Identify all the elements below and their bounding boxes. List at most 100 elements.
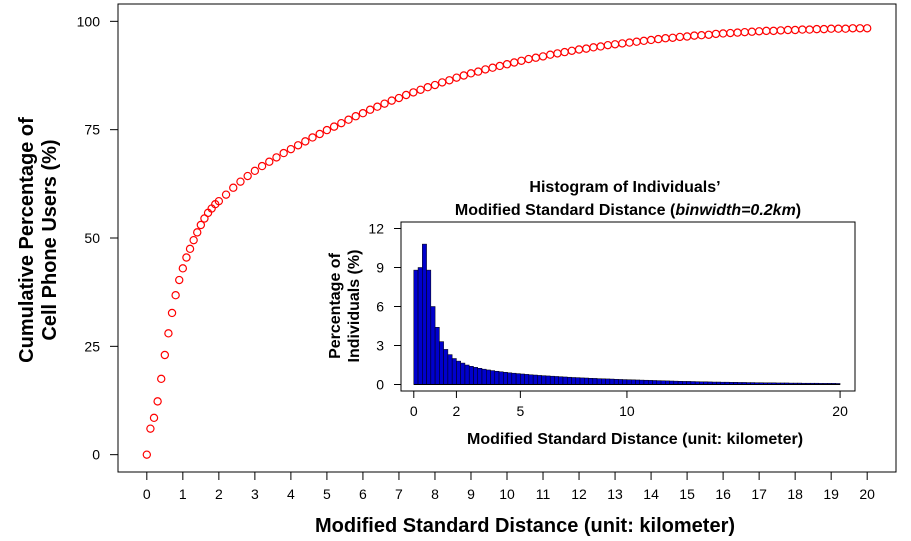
main-y-axis-title: Cumulative Percentage of Cell Phone User… [16, 117, 61, 363]
histogram-bar [652, 380, 658, 385]
main-y-axis-title-line1: Cumulative Percentage of [16, 117, 38, 363]
histogram-bar [477, 368, 483, 385]
data-point [473, 67, 483, 76]
data-point [790, 25, 800, 35]
histogram-bar [643, 379, 649, 385]
data-point [740, 27, 749, 37]
histogram-bar [635, 379, 640, 385]
data-point [466, 69, 476, 78]
data-point [697, 31, 706, 40]
data-point [322, 125, 332, 135]
inset-title-line1: Histogram of Individuals’ [529, 179, 720, 196]
data-point [214, 196, 224, 206]
data-point [351, 112, 360, 121]
inset-title-line2: Modified Standard Distance (binwidth=0.2… [455, 202, 801, 219]
data-point [747, 27, 757, 36]
main-x-tick-label: 14 [643, 486, 659, 502]
data-point [243, 171, 252, 181]
histogram-bar [647, 380, 653, 385]
data-point [236, 177, 245, 186]
main-x-tick-label: 7 [395, 486, 403, 502]
inset-y-axis-title-line1: Percentage of [327, 252, 344, 358]
histogram-bar [618, 379, 623, 385]
data-point [416, 85, 425, 95]
histogram-bar [592, 378, 598, 385]
data-point [646, 35, 656, 45]
data-point [185, 244, 195, 254]
data-point [315, 129, 324, 139]
histogram-bar [588, 378, 594, 385]
data-point [149, 413, 159, 423]
histogram-bar [605, 378, 611, 385]
main-x-tick-label: 3 [251, 486, 259, 502]
main-x-tick-label: 13 [607, 486, 623, 502]
data-point [171, 291, 180, 300]
inset-y-tick-label: 12 [368, 221, 384, 237]
data-point [409, 88, 418, 97]
inset-y-axis-ticks: 0 3 6 9 12 [368, 221, 401, 393]
histogram-bar [537, 375, 542, 385]
data-point [704, 30, 713, 39]
main-x-tick-label: 2 [215, 486, 223, 502]
histogram-bar [571, 377, 577, 385]
data-point [344, 115, 353, 124]
data-point [762, 26, 771, 36]
histogram-bar [430, 306, 436, 385]
inset-x-axis-title: Modified Standard Distance (unit: kilome… [467, 431, 803, 448]
histogram-bar [486, 369, 491, 385]
data-point [401, 90, 411, 100]
data-point [776, 26, 785, 35]
data-point [668, 33, 677, 43]
main-x-tick-label: 9 [467, 486, 475, 502]
data-point [582, 44, 591, 53]
histogram-bar [584, 377, 589, 385]
main-y-axis-ticks: 0 25 50 75 100 [77, 13, 118, 463]
data-point [639, 36, 649, 46]
histogram-bar [562, 376, 568, 385]
main-y-axis-title-line2: Cell Phone Users (%) [39, 139, 61, 340]
data-point [783, 25, 793, 35]
histogram-bar [439, 341, 444, 385]
histogram-bar [434, 327, 440, 385]
data-point [337, 118, 346, 128]
data-point [862, 24, 872, 33]
histogram-bar [413, 269, 419, 385]
data-point [488, 63, 497, 72]
main-x-tick-label: 20 [859, 486, 875, 502]
data-point [229, 183, 238, 192]
data-point [855, 24, 865, 33]
data-point [142, 450, 152, 459]
data-point [754, 27, 764, 36]
data-point [423, 82, 432, 92]
data-point [221, 190, 231, 199]
data-point [675, 32, 685, 42]
histogram-bar [596, 378, 602, 385]
data-point [546, 50, 555, 59]
data-point [560, 47, 569, 57]
data-point [257, 161, 267, 171]
histogram-bar [473, 367, 478, 385]
data-point [437, 78, 447, 87]
histogram-bar [451, 358, 457, 385]
inset-y-axis-title: Percentage of Individuals (%) [327, 250, 363, 363]
main-x-tick-label: 18 [787, 486, 803, 502]
main-x-tick-label: 1 [179, 486, 187, 502]
histogram-bar [447, 354, 453, 385]
histogram-bar [601, 378, 606, 385]
main-chart: 0 1 2 3 4 5 6 7 8 9 10 11 12 13 14 15 16 17 18 19 20 0255075… [16, 3, 897, 537]
inset-background [315, 168, 870, 458]
main-x-tick-label: 5 [323, 486, 331, 502]
data-point [182, 253, 191, 262]
inset-x-tick-label: 2 [453, 403, 461, 419]
data-point [848, 24, 857, 33]
inset-x-tick-label: 10 [619, 403, 635, 419]
data-point [308, 133, 317, 142]
histogram-bar [426, 269, 432, 385]
data-point [632, 37, 641, 46]
data-point [146, 424, 155, 433]
data-point [445, 76, 454, 85]
histogram-bar [511, 372, 517, 385]
histogram-bar [528, 374, 534, 385]
data-point [841, 24, 850, 33]
